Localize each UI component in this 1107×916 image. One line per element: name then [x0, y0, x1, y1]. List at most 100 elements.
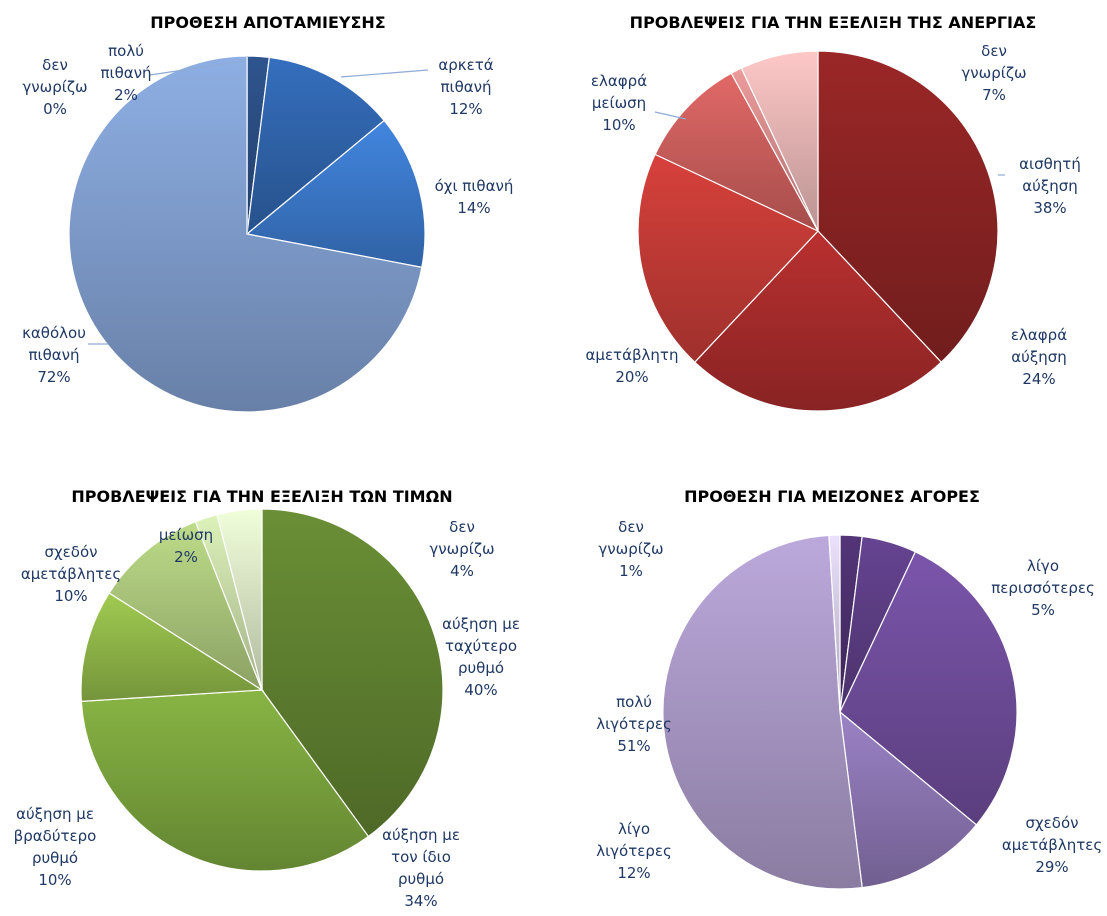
- chart-title: ΠΡΟΒΛΕΨΕΙΣ ΓΙΑ ΤΗΝ ΕΞΕΛΙΞΗ ΤΩΝ ΤΙΜΩΝ: [71, 487, 452, 506]
- pie-slice: [80, 689, 370, 872]
- pie-slice: [68, 55, 423, 413]
- pie-slice: [654, 72, 820, 233]
- pie-slice: [693, 230, 943, 412]
- slice-label: σχεδόν αμετάβλητες 10%: [21, 543, 121, 605]
- slice-label: όχι πιθανή 14%: [435, 177, 514, 217]
- slice-label: πολύ λιγότερες 51%: [596, 693, 672, 755]
- pie-slice: [80, 592, 264, 703]
- slice-label: αμετάβλητη 20%: [586, 346, 679, 386]
- slice-label: λίγο περισσότερες 5%: [991, 557, 1095, 619]
- slice-name: ταχύτερο: [445, 637, 517, 655]
- slice-name: σχεδόν: [1025, 814, 1078, 832]
- slice-value: 34%: [404, 892, 437, 910]
- slice-name: καθόλου: [22, 324, 86, 342]
- pie-slice: [662, 534, 863, 890]
- slice-name: πιθανή: [100, 64, 151, 82]
- pie-slice: [839, 551, 1018, 826]
- slice-name: ελαφρά: [1011, 326, 1067, 344]
- slice-label: δεν γνωρίζω 4%: [429, 518, 494, 580]
- slice-value: 72%: [37, 368, 70, 386]
- pie-chart-savings-intention: ΠΡΟΘΕΣΗ ΑΠΟΤΑΜΙΕΥΣΗΣ πολύ πιθανή 2% αρκετά π…: [22, 13, 514, 413]
- slice-label: δεν γνωρίζω 7%: [961, 42, 1026, 104]
- slice-label: σχεδόν αμετάβλητες 29%: [1002, 814, 1102, 876]
- slice-value: 29%: [1035, 858, 1068, 876]
- slice-name: γνωρίζω: [961, 64, 1026, 82]
- slice-value: 24%: [1022, 370, 1055, 388]
- slice-value: 4%: [450, 562, 474, 580]
- slice-name: ρυθμό: [458, 659, 504, 677]
- pie-chart-prices-forecast: ΠΡΟΒΛΕΨΕΙΣ ΓΙΑ ΤΗΝ ΕΞΕΛΙΞΗ ΤΩΝ ΤΙΜΩΝ αύξ…: [14, 487, 520, 910]
- slice-label: δεν γνωρίζω 0%: [22, 56, 87, 118]
- slice-name: αμετάβλητη: [586, 346, 679, 364]
- pie-slice: [216, 508, 263, 691]
- slice-name: λίγο: [1027, 557, 1059, 575]
- slice-name: αύξηση: [1011, 348, 1066, 366]
- slice-name: λιγότερες: [596, 842, 672, 860]
- slice-name: δεν: [449, 518, 475, 536]
- pie-slice: [839, 710, 978, 889]
- slice-label: λίγο λιγότερες 12%: [596, 820, 672, 882]
- slice-value: 12%: [449, 100, 482, 118]
- slice-label: αύξηση με βραδύτερο ρυθμό 10%: [14, 805, 97, 889]
- pie-slice: [637, 153, 820, 364]
- slice-name: αύξηση με: [382, 826, 460, 844]
- slice-name: πολύ: [616, 693, 652, 711]
- slice-name: σχεδόν: [44, 543, 97, 561]
- slice-label: ελαφρά μείωση 10%: [591, 72, 647, 134]
- slice-name: περισσότερες: [991, 579, 1095, 597]
- slice-name: τον ίδιο: [391, 848, 451, 866]
- slice-value: 40%: [464, 681, 497, 699]
- slice-name: ρυθμό: [32, 849, 78, 867]
- slice-name: λίγο: [618, 820, 650, 838]
- slice-name: αισθητή: [1019, 155, 1081, 173]
- slice-value: 7%: [982, 86, 1006, 104]
- slice-value: 10%: [602, 116, 635, 134]
- slice-name: αύξηση με: [16, 805, 94, 823]
- slice-value: 2%: [114, 86, 138, 104]
- slice-name: βραδύτερο: [14, 827, 97, 845]
- leader-line: [654, 111, 687, 120]
- pie-slice: [108, 520, 264, 692]
- leader-line: [149, 60, 245, 76]
- pie-chart-major-purchases-intention: ΠΡΟΘΕΣΗ ΓΙΑ ΜΕΙΖΟΝΕΣ ΑΓΟΡΕΣ λίγο περισσότ…: [596, 487, 1102, 890]
- slice-value: 2%: [174, 548, 198, 566]
- slice-label: πολύ πιθανή 2%: [100, 42, 151, 104]
- slice-name: πολύ: [108, 42, 144, 60]
- chart-title: ΠΡΟΘΕΣΗ ΓΙΑ ΜΕΙΖΟΝΕΣ ΑΓΟΡΕΣ: [684, 487, 980, 506]
- slice-name: μείωση: [592, 94, 646, 112]
- slice-name: πιθανή: [440, 78, 491, 96]
- slice-name: δεν: [981, 42, 1007, 60]
- slice-value: 20%: [615, 368, 648, 386]
- slice-name: γνωρίζω: [22, 78, 87, 96]
- pie-slice: [740, 50, 819, 232]
- slice-name: αύξηση: [1022, 177, 1077, 195]
- slice-value: 14%: [457, 199, 490, 217]
- slice-label: αρκετά πιθανή 12%: [438, 56, 493, 118]
- slice-name: αμετάβλητες: [21, 565, 121, 583]
- leader-line: [340, 69, 429, 78]
- pie-slice: [261, 508, 444, 838]
- pie-slice: [828, 534, 841, 713]
- pie-chart-unemployment-forecast: ΠΡΟΒΛΕΨΕΙΣ ΓΙΑ ΤΗΝ ΕΞΕΛΙΞΗ ΤΗΣ ΑΝΕΡΓΙΑΣ …: [586, 13, 1081, 412]
- slice-name: ρυθμό: [398, 870, 444, 888]
- slice-value: 5%: [1031, 601, 1055, 619]
- slice-value: 0%: [43, 100, 67, 118]
- slice-label: αύξηση με ταχύτερο ρυθμό 40%: [442, 615, 520, 699]
- slice-name: μείωση: [159, 526, 213, 544]
- slice-value: 38%: [1033, 199, 1066, 217]
- slice-label: ελαφρά αύξηση 24%: [1011, 326, 1067, 388]
- slice-name: γνωρίζω: [429, 540, 494, 558]
- slice-name: αμετάβλητες: [1002, 836, 1102, 854]
- pie-slice: [246, 56, 385, 236]
- slice-name: αύξηση με: [442, 615, 520, 633]
- slice-label: μείωση 2%: [159, 526, 213, 566]
- slice-name: γνωρίζω: [598, 540, 663, 558]
- slice-value: 10%: [38, 871, 71, 889]
- slice-name: δεν: [618, 518, 644, 536]
- slice-label: δεν γνωρίζω 1%: [598, 518, 663, 580]
- slice-name: δεν: [42, 56, 68, 74]
- slice-label: καθόλου πιθανή 72%: [22, 324, 86, 386]
- pie-slice: [817, 50, 999, 364]
- pie-slice: [245, 119, 426, 269]
